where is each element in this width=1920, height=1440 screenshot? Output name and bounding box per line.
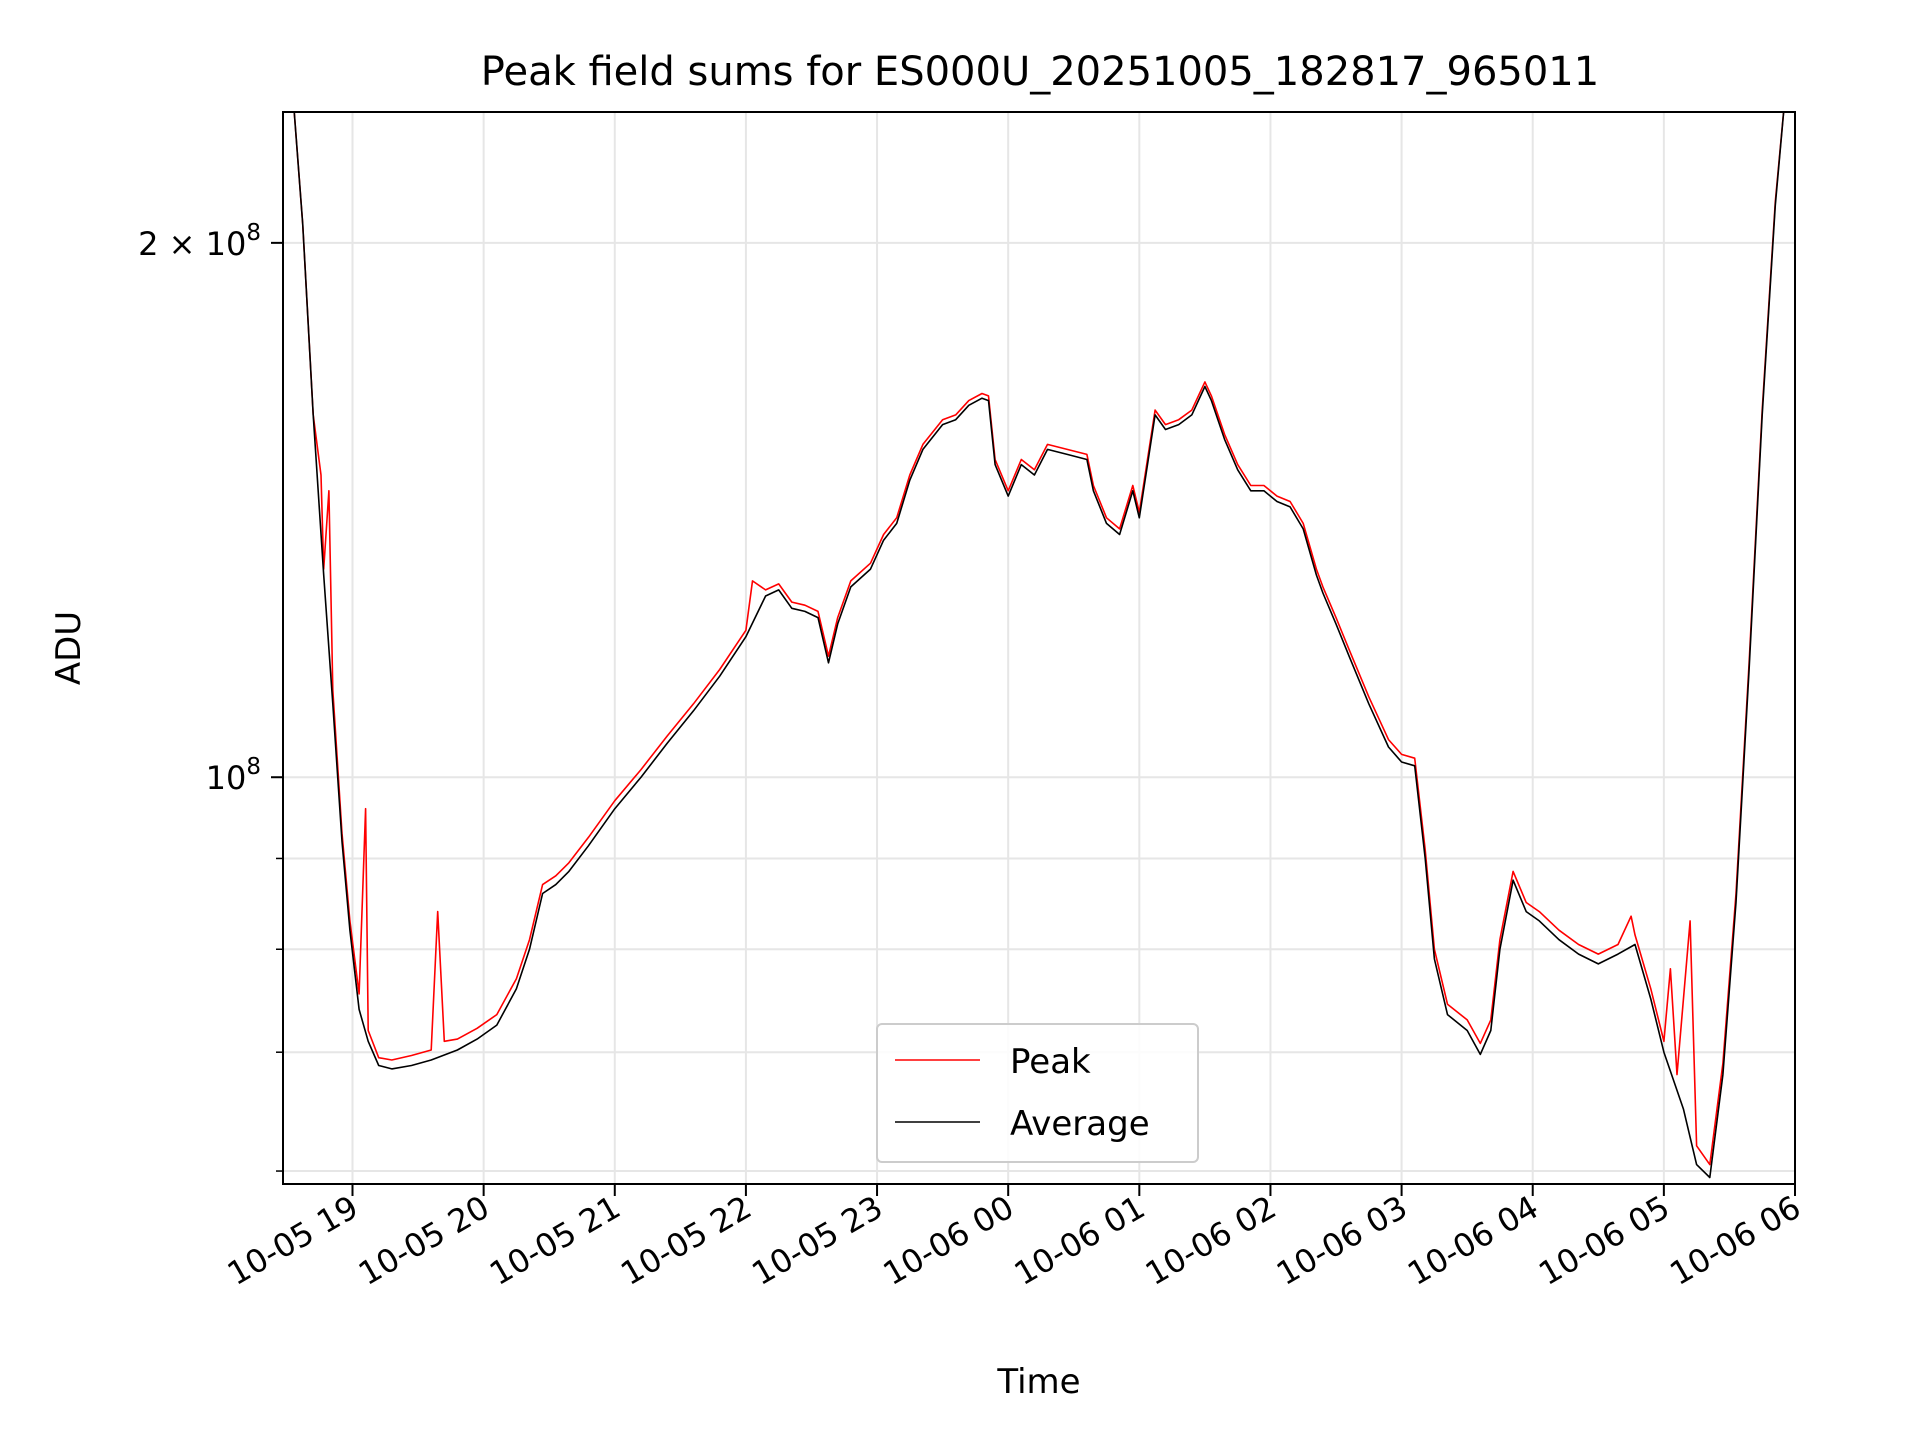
chart-title: Peak field sums for ES000U_20251005_1828… bbox=[481, 49, 1599, 95]
y-tick-label-base: 10 bbox=[206, 759, 247, 797]
series-line-peak bbox=[293, 112, 1785, 1166]
legend-box bbox=[876, 1023, 1199, 1163]
series-line-average bbox=[293, 112, 1785, 1179]
y-tick-label-exponent: 8 bbox=[246, 754, 261, 780]
y-tick-label-base: 2 × 10 bbox=[138, 225, 246, 263]
legend-label-average: Average bbox=[1010, 1104, 1150, 1144]
y-tick-label: 108 bbox=[206, 754, 261, 797]
grid-lines bbox=[283, 112, 1796, 1184]
series-layer bbox=[293, 112, 1785, 1179]
x-axis-label: Time bbox=[996, 1362, 1080, 1402]
plot-frame bbox=[282, 111, 1796, 1185]
y-axis-label: ADU bbox=[49, 611, 89, 685]
legend: Peak Average bbox=[876, 1023, 1199, 1163]
y-tick-label: 2 × 108 bbox=[138, 220, 261, 263]
legend-label-peak: Peak bbox=[1010, 1042, 1091, 1082]
y-tick-label-exponent: 8 bbox=[246, 220, 261, 246]
